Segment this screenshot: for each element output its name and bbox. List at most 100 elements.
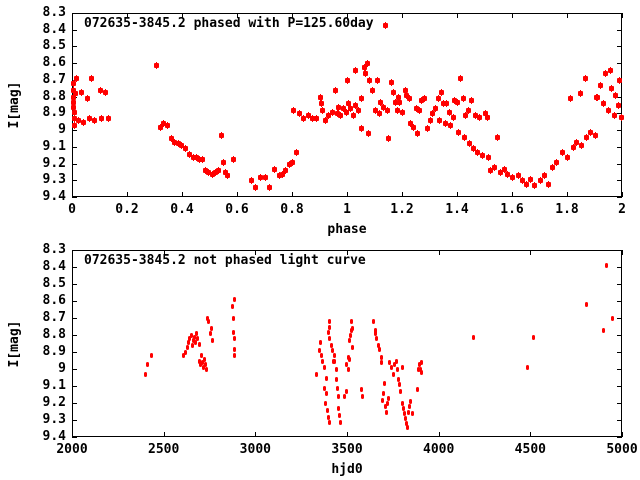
data-point bbox=[356, 107, 361, 115]
data-point bbox=[418, 367, 422, 372]
x-axis-tick-label: 0 bbox=[68, 202, 76, 217]
y-axis-tick-right bbox=[617, 301, 622, 302]
y-axis-tick-right bbox=[617, 267, 622, 268]
x-axis-tick-bottom bbox=[622, 432, 623, 437]
data-point bbox=[332, 86, 338, 94]
y-axis-tick-label: 8.6 bbox=[42, 293, 66, 308]
data-point bbox=[600, 100, 606, 108]
data-point bbox=[573, 138, 579, 146]
data-point bbox=[407, 409, 411, 415]
data-point bbox=[339, 419, 343, 425]
data-point bbox=[611, 316, 615, 321]
data-point bbox=[144, 372, 148, 378]
data-point bbox=[375, 336, 379, 342]
x-axis-tick-bottom bbox=[347, 192, 348, 197]
y-axis-tick-left bbox=[72, 403, 77, 404]
x-axis-tick-bottom bbox=[438, 432, 440, 437]
data-point bbox=[386, 395, 390, 401]
y-axis-tick-label: 8.6 bbox=[42, 55, 66, 71]
data-point bbox=[179, 142, 185, 150]
x-axis-tick-top bbox=[622, 13, 623, 18]
data-point bbox=[409, 399, 413, 405]
data-point bbox=[400, 108, 405, 116]
data-point bbox=[345, 76, 350, 84]
data-point bbox=[485, 113, 491, 121]
data-point bbox=[585, 302, 589, 308]
data-point bbox=[601, 327, 605, 333]
data-point bbox=[145, 361, 149, 367]
x-axis-tick-top bbox=[457, 13, 458, 18]
data-point bbox=[324, 375, 328, 381]
data-point bbox=[158, 123, 163, 131]
data-point bbox=[450, 113, 456, 121]
data-point bbox=[71, 80, 77, 88]
data-point bbox=[160, 120, 166, 128]
data-point bbox=[474, 148, 480, 156]
data-point bbox=[194, 331, 198, 337]
y-axis-tick-right bbox=[617, 250, 622, 251]
data-point bbox=[504, 170, 510, 178]
data-point bbox=[72, 122, 78, 130]
data-point bbox=[492, 163, 498, 171]
y-axis-tick-left bbox=[72, 369, 77, 370]
data-point bbox=[479, 152, 485, 160]
data-point bbox=[279, 170, 285, 178]
data-point bbox=[325, 112, 331, 120]
data-point bbox=[401, 401, 404, 406]
data-point bbox=[582, 75, 588, 83]
data-point bbox=[331, 348, 335, 354]
data-point bbox=[537, 177, 543, 185]
data-point bbox=[353, 66, 359, 74]
y-axis-tick-right bbox=[617, 369, 622, 370]
data-point bbox=[391, 88, 397, 96]
data-point bbox=[373, 327, 377, 333]
data-point bbox=[352, 102, 358, 109]
data-point bbox=[319, 353, 323, 359]
data-point bbox=[97, 86, 103, 94]
data-point bbox=[86, 115, 92, 123]
x-axis-tick-bottom bbox=[163, 432, 165, 437]
data-point bbox=[188, 336, 192, 342]
data-point bbox=[359, 125, 365, 133]
data-point bbox=[326, 329, 330, 335]
data-point bbox=[554, 158, 559, 166]
data-point bbox=[410, 411, 414, 417]
y-axis-tick-right bbox=[617, 29, 622, 31]
data-point bbox=[361, 63, 367, 71]
data-point bbox=[607, 66, 613, 74]
data-point bbox=[202, 365, 206, 371]
data-point bbox=[577, 90, 583, 98]
y-axis-tick-label: 9 bbox=[58, 361, 66, 376]
data-point bbox=[331, 358, 335, 364]
x-axis-tick-label: 5000 bbox=[606, 442, 638, 457]
data-point bbox=[324, 390, 328, 396]
data-point bbox=[231, 304, 235, 310]
y-axis-tick-label: 9.3 bbox=[42, 412, 66, 427]
data-point bbox=[79, 88, 85, 96]
data-point bbox=[380, 103, 386, 111]
x-axis-tick-label: 1.2 bbox=[390, 202, 414, 217]
y-axis-tick-right bbox=[617, 180, 622, 182]
x-axis-tick-bottom bbox=[530, 432, 532, 437]
data-point bbox=[81, 118, 86, 126]
data-point bbox=[293, 148, 299, 156]
data-point bbox=[272, 165, 278, 173]
data-point bbox=[301, 115, 306, 123]
data-point bbox=[567, 95, 573, 103]
data-point bbox=[382, 380, 386, 386]
y-axis-tick-label: 8.4 bbox=[42, 21, 66, 37]
y-axis-tick-right bbox=[617, 284, 622, 285]
y-axis-tick-left bbox=[72, 420, 77, 421]
data-point bbox=[485, 153, 491, 161]
data-point bbox=[202, 167, 208, 175]
data-point bbox=[318, 348, 322, 354]
data-point bbox=[456, 128, 462, 136]
data-point bbox=[377, 346, 381, 352]
data-point bbox=[338, 112, 344, 120]
data-point bbox=[617, 76, 623, 84]
data-point bbox=[350, 319, 354, 325]
y-axis-tick-right bbox=[617, 437, 622, 438]
data-point bbox=[515, 172, 521, 180]
y-axis-tick-label: 9.4 bbox=[42, 429, 66, 444]
